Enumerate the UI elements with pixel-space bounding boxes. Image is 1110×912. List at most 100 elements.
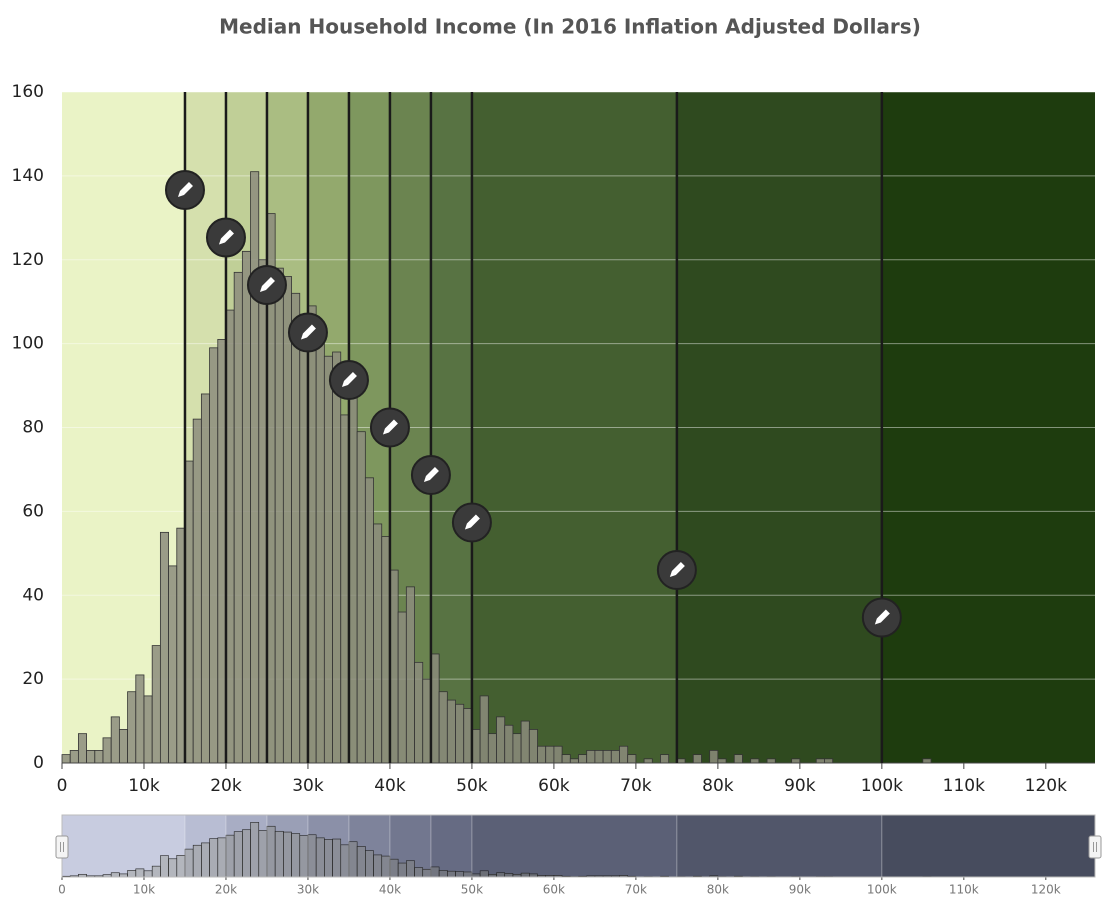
x-tick-label: 70k — [620, 776, 652, 796]
histogram-bar — [160, 856, 168, 877]
x-tick-label: 10k — [133, 883, 155, 897]
histogram-bar — [587, 750, 595, 763]
x-tick-label: 0 — [58, 883, 66, 897]
x-tick-label: 90k — [789, 883, 811, 897]
x-tick-label: 50k — [461, 883, 483, 897]
histogram-bar — [464, 872, 472, 877]
histogram-bar — [546, 746, 554, 763]
navigator-handle[interactable] — [56, 836, 68, 858]
histogram-bar — [128, 870, 136, 877]
histogram-bar — [923, 759, 931, 763]
histogram-bar — [308, 835, 316, 877]
histogram-bar — [480, 696, 488, 763]
histogram-bar — [128, 692, 136, 763]
histogram-bar — [210, 348, 218, 763]
y-tick-label: 140 — [12, 166, 44, 186]
edit-handle[interactable] — [371, 409, 409, 447]
histogram-bar — [570, 759, 578, 763]
edit-handle[interactable] — [207, 219, 245, 257]
histogram-bar — [431, 867, 439, 877]
histogram-bar — [324, 356, 332, 763]
x-tick-label: 90k — [784, 776, 816, 796]
histogram-bar — [693, 755, 701, 763]
histogram-bar — [111, 873, 119, 877]
histogram-bar — [456, 872, 464, 877]
histogram-bar — [292, 834, 300, 877]
histogram-bar — [357, 846, 365, 877]
histogram-bar — [579, 755, 587, 763]
chart-title: Median Household Income (In 2016 Inflati… — [219, 15, 921, 39]
histogram-bar — [382, 856, 390, 877]
histogram-bar — [718, 759, 726, 763]
edit-handle[interactable] — [658, 551, 696, 589]
histogram-bar — [603, 750, 611, 763]
histogram-bar — [234, 272, 242, 763]
histogram-bar — [505, 725, 513, 763]
x-tick-label: 80k — [707, 883, 729, 897]
histogram-bar — [562, 755, 570, 763]
histogram-bar — [275, 268, 283, 763]
histogram-bar — [275, 831, 283, 877]
x-tick-label: 80k — [702, 776, 734, 796]
histogram-bar — [226, 835, 234, 877]
histogram-bar — [423, 869, 431, 877]
y-tick-label: 120 — [12, 250, 44, 270]
edit-handle[interactable] — [863, 599, 901, 637]
edit-handle[interactable] — [248, 266, 286, 304]
x-tick-label: 60k — [543, 883, 565, 897]
histogram-bar — [447, 871, 455, 877]
x-tick-label: 70k — [625, 883, 647, 897]
edit-handle[interactable] — [330, 361, 368, 399]
histogram-bar — [136, 675, 144, 763]
x-tick-label: 30k — [292, 776, 324, 796]
edit-handle[interactable] — [166, 171, 204, 209]
histogram-bar — [488, 734, 496, 763]
histogram-bar — [406, 861, 414, 877]
histogram-bar — [619, 746, 627, 763]
histogram-bar — [816, 759, 824, 763]
x-tick-label: 30k — [297, 883, 319, 897]
y-tick-label: 160 — [12, 82, 44, 102]
histogram-bar — [103, 738, 111, 763]
histogram-bar — [660, 755, 668, 763]
histogram-bar — [152, 646, 160, 763]
histogram-bar — [160, 532, 168, 763]
histogram-bar — [365, 851, 373, 877]
histogram-bar — [119, 729, 127, 763]
histogram-bar — [259, 831, 267, 878]
histogram-bar — [406, 587, 414, 763]
histogram-bar — [70, 750, 78, 763]
y-tick-label: 20 — [22, 669, 44, 689]
histogram-bar — [447, 700, 455, 763]
histogram-bar — [521, 721, 529, 763]
histogram-bar — [497, 717, 505, 763]
histogram-bar — [201, 843, 209, 877]
edit-handle[interactable] — [289, 314, 327, 352]
histogram-bar — [333, 352, 341, 763]
histogram-bar — [136, 869, 144, 877]
histogram-bar — [87, 750, 95, 763]
histogram-bar — [169, 859, 177, 877]
histogram-bar — [767, 759, 775, 763]
histogram-bar — [292, 293, 300, 763]
x-tick-label: 10k — [128, 776, 160, 796]
edit-handle[interactable] — [453, 504, 491, 542]
histogram-bar — [595, 750, 603, 763]
histogram-bar — [341, 845, 349, 877]
x-tick-label: 40k — [374, 776, 406, 796]
x-tick-label: 100k — [867, 883, 897, 897]
histogram-bar — [710, 750, 718, 763]
histogram-bar — [792, 759, 800, 763]
histogram-bar — [628, 755, 636, 763]
histogram-bar — [374, 855, 382, 877]
histogram-bar — [439, 870, 447, 877]
histogram-bar — [521, 873, 529, 877]
edit-handle[interactable] — [412, 456, 450, 494]
histogram-bar — [415, 868, 423, 877]
navigator-handle[interactable] — [1089, 836, 1101, 858]
histogram-bar — [283, 277, 291, 763]
x-tick-label: 110k — [949, 883, 979, 897]
histogram-bar — [177, 855, 185, 877]
band — [882, 815, 1095, 877]
